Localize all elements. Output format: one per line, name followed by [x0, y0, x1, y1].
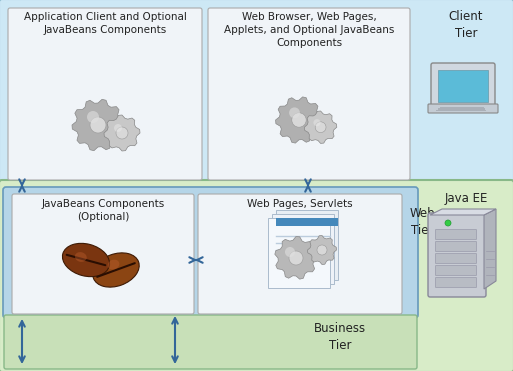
- FancyBboxPatch shape: [436, 278, 477, 288]
- Text: Business
Tier: Business Tier: [314, 322, 366, 352]
- FancyBboxPatch shape: [440, 106, 484, 108]
- Ellipse shape: [93, 253, 139, 287]
- Circle shape: [114, 124, 122, 132]
- Circle shape: [315, 122, 326, 132]
- Ellipse shape: [63, 243, 110, 277]
- Polygon shape: [304, 111, 337, 144]
- Ellipse shape: [108, 260, 120, 269]
- FancyBboxPatch shape: [436, 253, 477, 263]
- FancyBboxPatch shape: [276, 218, 338, 226]
- FancyBboxPatch shape: [272, 214, 334, 284]
- Text: Web Browser, Web Pages,
Applets, and Optional JavaBeans
Components: Web Browser, Web Pages, Applets, and Opt…: [224, 12, 394, 48]
- Text: Application Client and Optional
JavaBeans Components: Application Client and Optional JavaBean…: [24, 12, 186, 35]
- Text: Web
Tier: Web Tier: [409, 207, 435, 237]
- FancyBboxPatch shape: [436, 266, 477, 276]
- FancyBboxPatch shape: [8, 8, 202, 180]
- FancyBboxPatch shape: [428, 104, 498, 113]
- Polygon shape: [275, 97, 322, 143]
- Polygon shape: [430, 209, 496, 215]
- FancyBboxPatch shape: [438, 70, 488, 102]
- Text: JavaBeans Components
(Optional): JavaBeans Components (Optional): [42, 199, 165, 222]
- Polygon shape: [275, 236, 318, 279]
- Circle shape: [289, 251, 303, 265]
- Text: Java EE
Server: Java EE Server: [444, 192, 488, 222]
- FancyBboxPatch shape: [276, 210, 338, 280]
- Circle shape: [87, 111, 99, 123]
- FancyBboxPatch shape: [438, 108, 485, 109]
- Polygon shape: [307, 236, 337, 265]
- FancyBboxPatch shape: [428, 213, 486, 297]
- Circle shape: [313, 119, 321, 126]
- Circle shape: [285, 247, 295, 257]
- Circle shape: [445, 220, 451, 226]
- FancyBboxPatch shape: [0, 0, 513, 184]
- FancyBboxPatch shape: [436, 242, 477, 252]
- Text: Client
Tier: Client Tier: [449, 10, 483, 40]
- Circle shape: [289, 107, 300, 118]
- FancyBboxPatch shape: [198, 194, 402, 314]
- FancyBboxPatch shape: [436, 230, 477, 240]
- Polygon shape: [484, 209, 496, 289]
- Circle shape: [317, 245, 327, 255]
- FancyBboxPatch shape: [12, 194, 194, 314]
- Circle shape: [116, 127, 128, 139]
- FancyBboxPatch shape: [4, 315, 417, 369]
- FancyBboxPatch shape: [431, 63, 495, 109]
- Polygon shape: [72, 99, 124, 151]
- Ellipse shape: [75, 252, 87, 262]
- Circle shape: [90, 117, 106, 133]
- FancyBboxPatch shape: [436, 109, 486, 111]
- FancyBboxPatch shape: [268, 218, 330, 288]
- FancyBboxPatch shape: [3, 187, 418, 318]
- Polygon shape: [104, 115, 140, 151]
- Circle shape: [292, 113, 306, 127]
- FancyBboxPatch shape: [0, 180, 513, 371]
- Text: Web Pages, Servlets: Web Pages, Servlets: [247, 199, 353, 209]
- FancyBboxPatch shape: [208, 8, 410, 180]
